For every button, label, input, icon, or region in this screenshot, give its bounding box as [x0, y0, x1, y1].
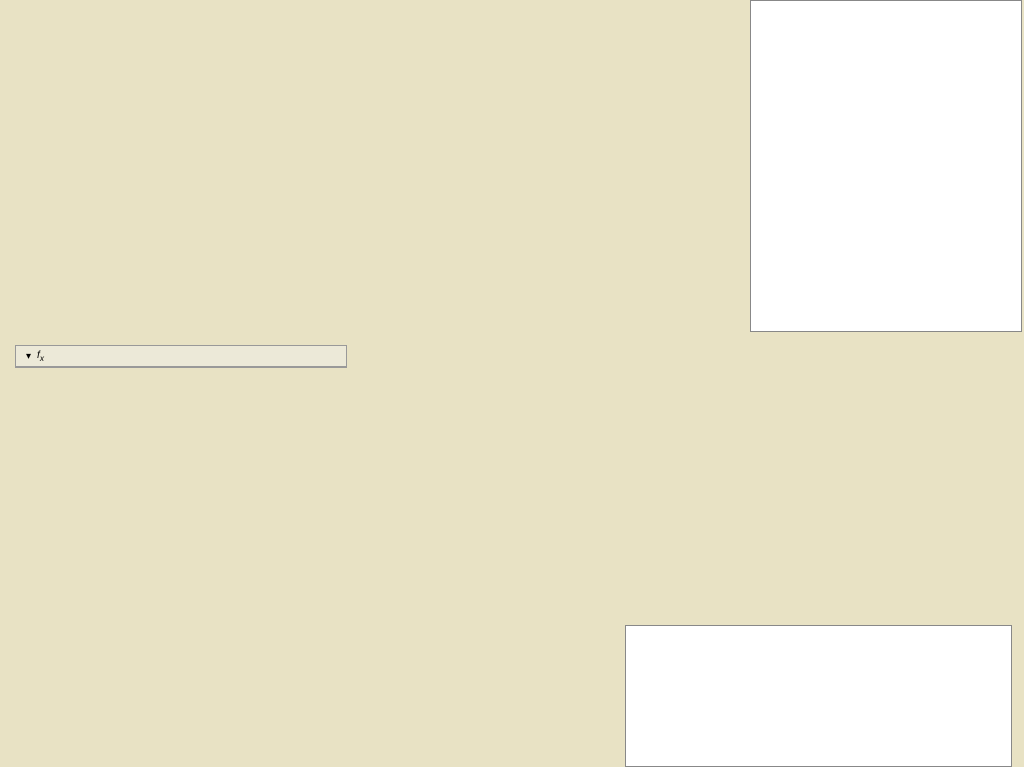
pie-chart — [335, 405, 565, 575]
formula-bar: ▾ fx — [16, 346, 346, 367]
spreadsheet-geography: ▾ fx — [15, 345, 347, 368]
parabola-chart — [625, 625, 1012, 767]
line-chart — [750, 0, 1022, 332]
